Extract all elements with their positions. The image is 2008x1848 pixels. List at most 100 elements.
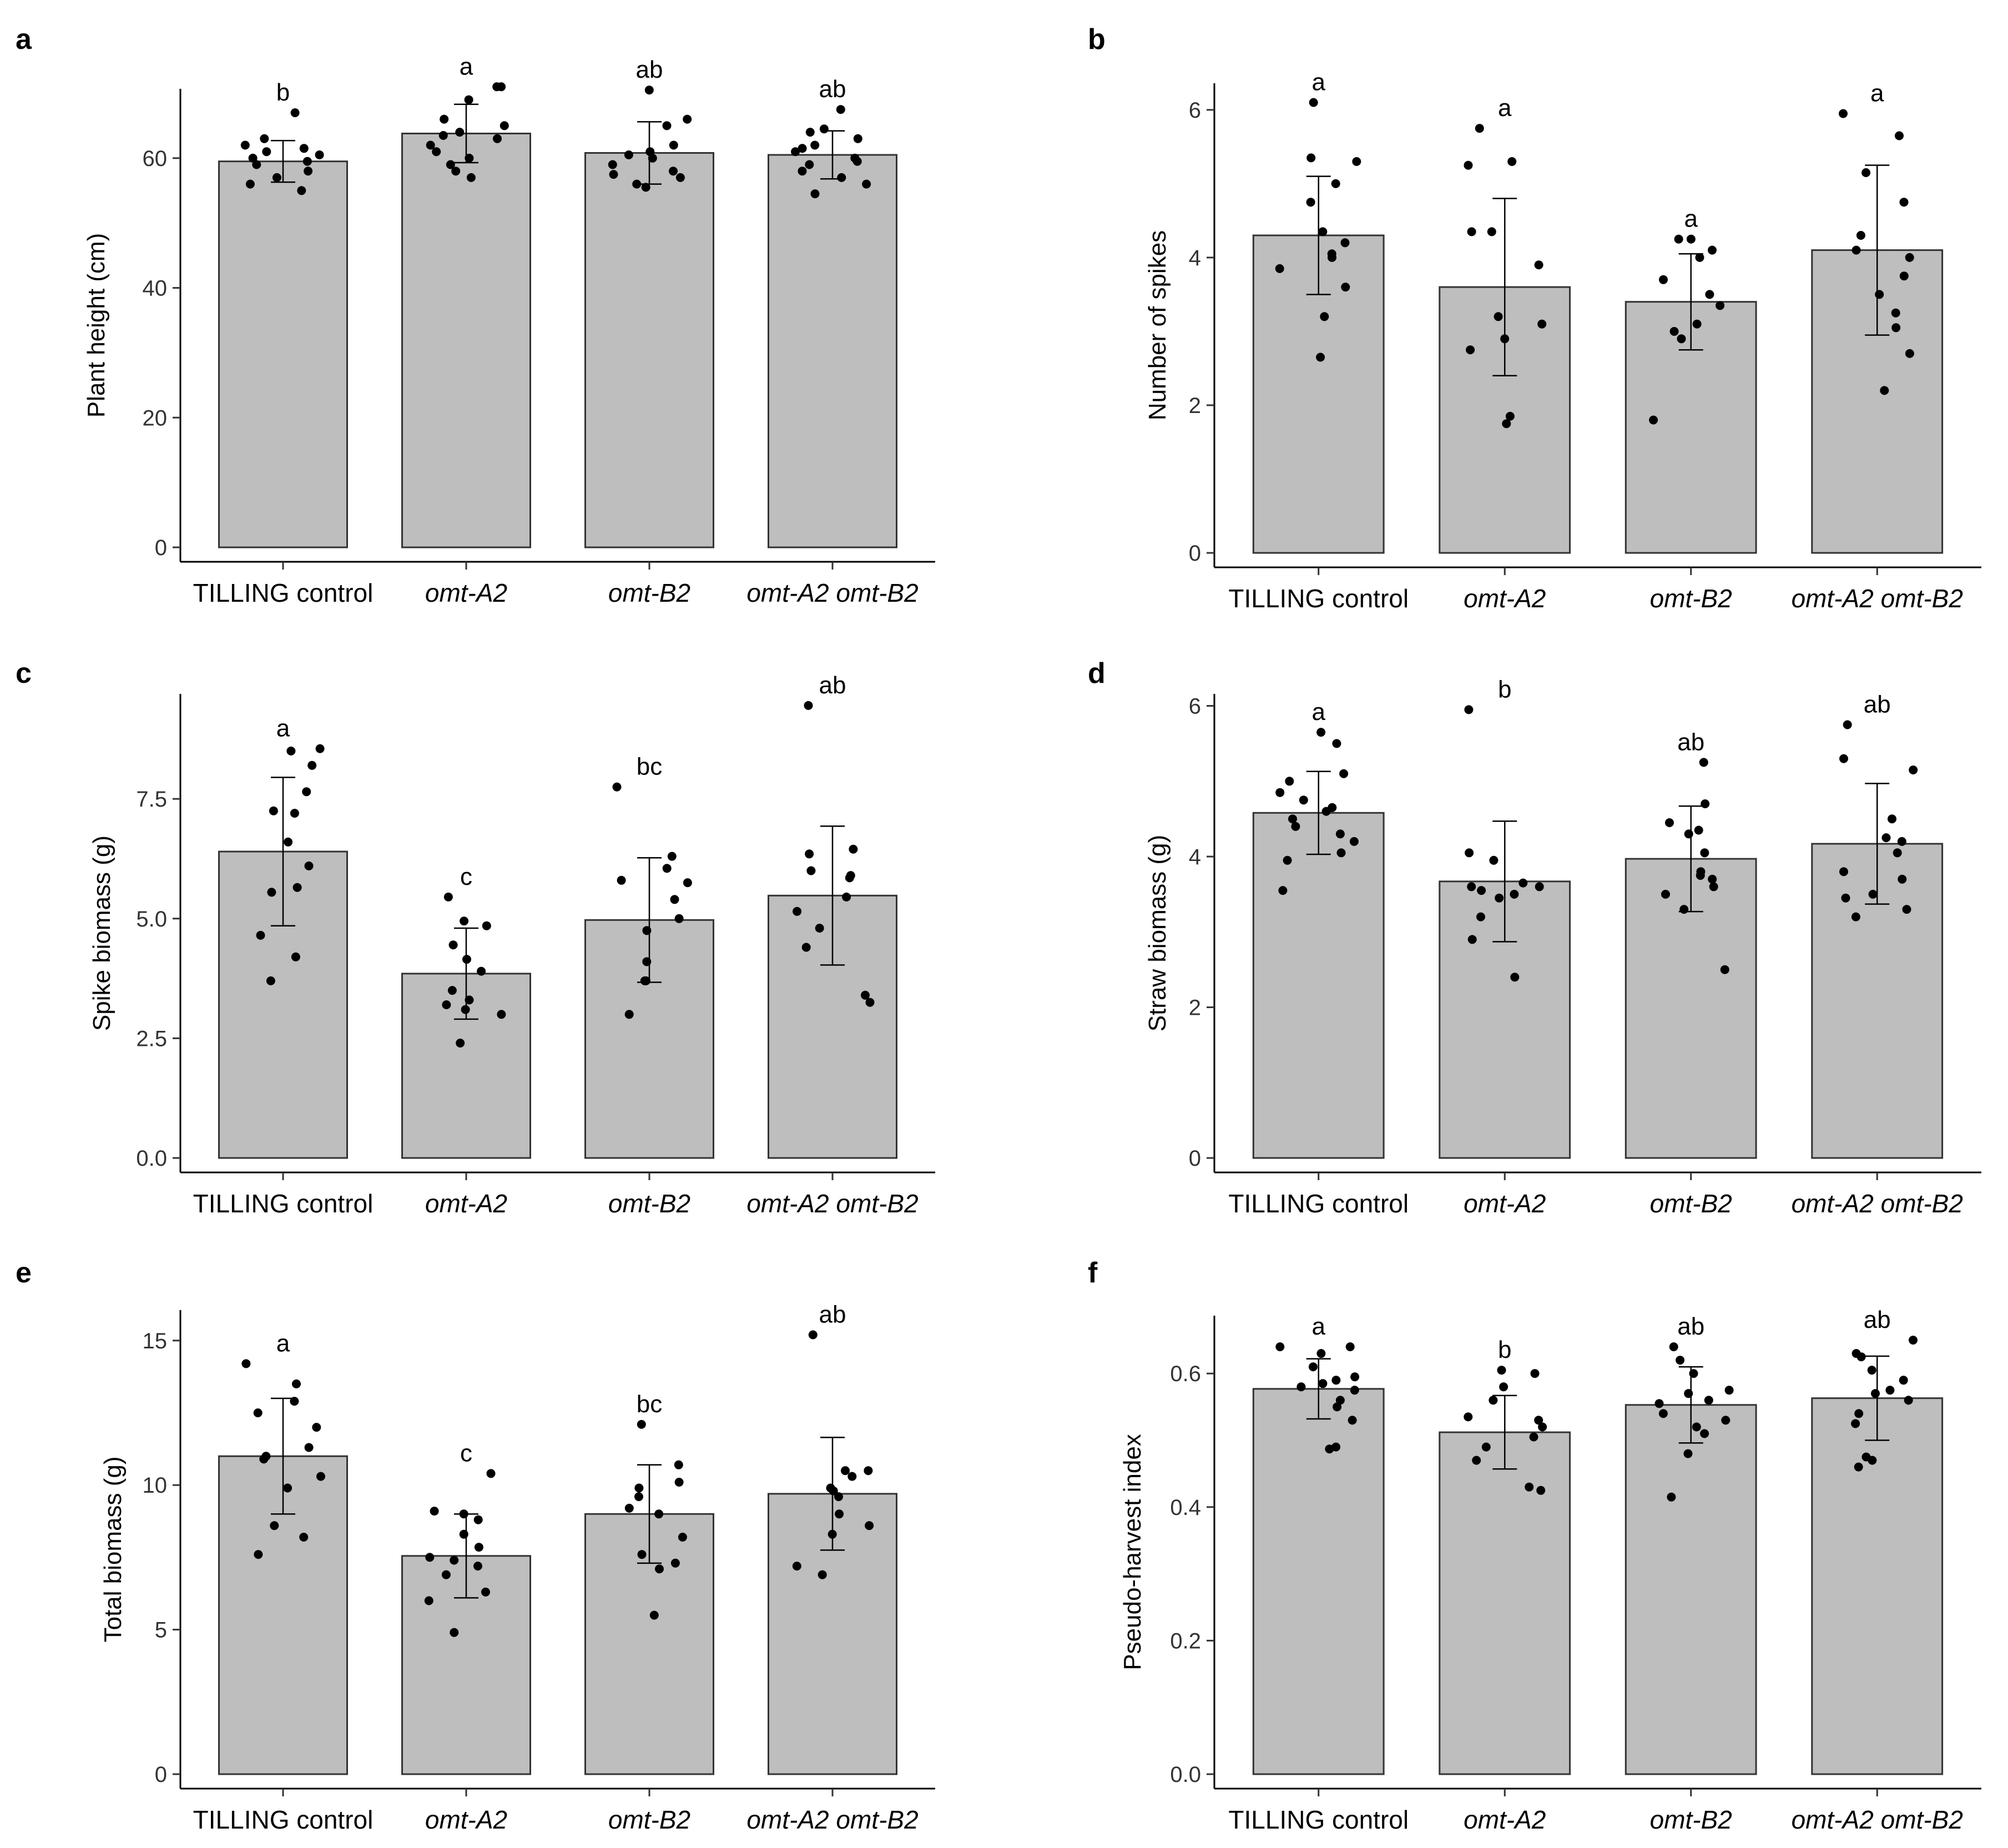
data-point (793, 907, 802, 916)
data-point (644, 85, 654, 95)
data-point (1677, 334, 1686, 344)
data-point (1899, 198, 1909, 207)
data-point (1856, 231, 1865, 240)
data-point (1721, 1416, 1730, 1425)
data-point (1345, 1342, 1355, 1352)
x-category-label-0: TILLING control (1228, 584, 1409, 613)
data-point (292, 1379, 301, 1388)
data-point (835, 1509, 844, 1519)
panel-e: e a c bc ab 0 5 10 15 TILLING control omt-A2 omt-B2… (16, 1257, 935, 1834)
significance-letter-0: a (276, 715, 290, 742)
data-point (1536, 1486, 1546, 1495)
data-point (1497, 1366, 1506, 1375)
data-point (297, 186, 306, 195)
data-point (1676, 1356, 1685, 1365)
data-point (1880, 386, 1889, 395)
data-point (804, 701, 813, 710)
data-point (1288, 814, 1297, 824)
data-point (1669, 1342, 1678, 1352)
data-point (641, 183, 650, 192)
data-point (312, 1423, 321, 1432)
x-category-label-0: TILLING control (193, 578, 374, 607)
data-point (1905, 349, 1914, 358)
data-point (272, 173, 281, 182)
x-category-label-2: omt-B2 (608, 1189, 690, 1218)
data-point (1331, 1442, 1340, 1452)
data-point (1692, 319, 1702, 329)
data-point (248, 153, 258, 163)
data-point (299, 1533, 309, 1542)
data-point (1695, 253, 1704, 262)
x-category-label-2: omt-B2 (608, 1805, 690, 1834)
significance-letter-0: a (1312, 698, 1326, 726)
y-tick-label: 40 (143, 276, 168, 301)
data-point (1350, 1386, 1359, 1395)
data-point (1665, 818, 1674, 827)
data-point (1692, 1422, 1701, 1432)
data-point (1851, 245, 1861, 255)
data-point (1898, 874, 1907, 884)
data-point (1499, 1382, 1508, 1392)
data-point (1306, 198, 1315, 207)
data-point (1701, 799, 1710, 808)
data-point (1340, 238, 1350, 248)
data-point (474, 1543, 483, 1552)
data-point (1861, 1452, 1871, 1462)
data-point (662, 121, 672, 130)
x-category-label-2: omt-B2 (1650, 1189, 1732, 1218)
y-tick-label: 6 (1189, 98, 1201, 123)
data-point (1318, 227, 1328, 236)
data-point (662, 864, 672, 873)
panel-letter: a (16, 23, 32, 56)
data-point (1891, 308, 1900, 318)
data-point (425, 1553, 435, 1562)
data-point (654, 1509, 664, 1519)
significance-letter-0: a (1312, 1313, 1326, 1340)
data-point (678, 1533, 687, 1542)
significance-letter-2: a (1684, 205, 1698, 233)
data-point (862, 179, 871, 189)
bar-2 (584, 152, 714, 548)
significance-letter-1: c (460, 863, 472, 890)
data-point (805, 128, 815, 137)
y-tick-label: 2 (1189, 996, 1201, 1020)
data-point (1667, 1492, 1676, 1502)
significance-letter-3: ab (819, 1301, 846, 1328)
data-point (442, 1000, 451, 1009)
y-tick-label: 0 (1189, 1146, 1201, 1171)
data-point (316, 1472, 325, 1481)
y-tick-label: 0 (155, 1763, 167, 1787)
data-point (253, 1408, 263, 1418)
data-point (810, 140, 820, 150)
data-point (1899, 271, 1909, 281)
data-point (640, 976, 649, 985)
x-category-label-0: TILLING control (193, 1189, 374, 1218)
data-point (1686, 234, 1696, 244)
data-point (245, 179, 255, 189)
x-category-label-0: TILLING control (193, 1805, 374, 1834)
data-point (1464, 160, 1473, 170)
data-point (669, 140, 678, 150)
data-point (1893, 848, 1902, 858)
significance-letter-2: bc (637, 753, 662, 781)
data-point (617, 875, 626, 885)
data-point (818, 1570, 827, 1579)
data-point (637, 1419, 646, 1429)
data-point (632, 179, 642, 189)
data-point (1709, 882, 1718, 892)
data-point (315, 744, 325, 753)
data-point (669, 167, 678, 176)
data-point (1476, 912, 1485, 922)
data-point (1309, 1362, 1318, 1372)
data-point (624, 1010, 634, 1019)
significance-letter-2: ab (636, 56, 663, 83)
significance-letter-3: ab (1864, 691, 1891, 718)
data-point (286, 746, 296, 756)
data-point (1333, 1402, 1342, 1412)
data-point (486, 1469, 496, 1478)
data-point (864, 1466, 873, 1476)
data-point (815, 924, 824, 933)
bar-3 (1811, 1397, 1944, 1775)
data-point (841, 1466, 850, 1476)
